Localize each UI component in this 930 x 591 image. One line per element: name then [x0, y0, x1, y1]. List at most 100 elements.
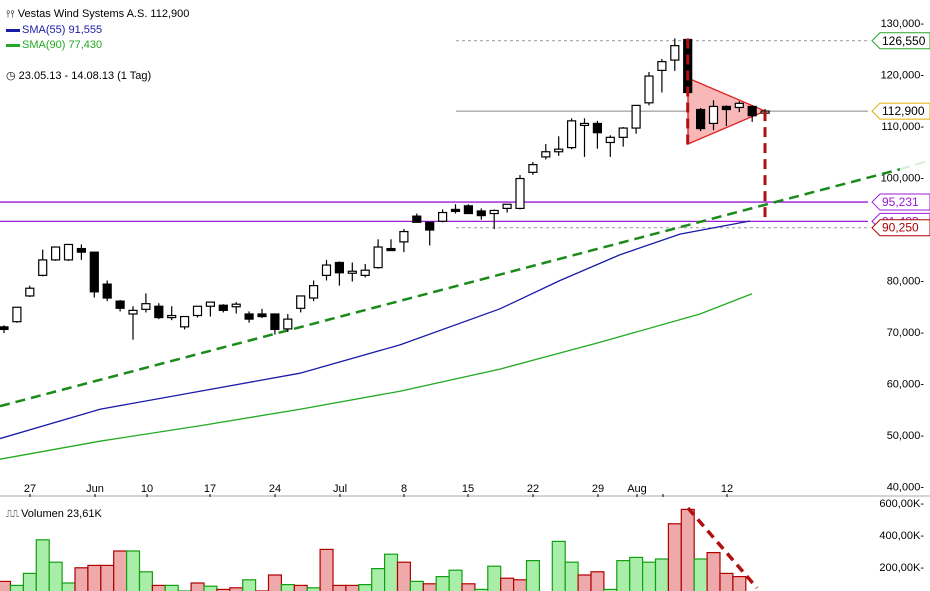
- price-tick-label: 120,000-: [881, 70, 925, 82]
- candlesticks: [0, 38, 770, 340]
- candle-body: [283, 318, 293, 330]
- volume-bar: [229, 587, 244, 591]
- volume-bar: [525, 559, 540, 591]
- volume-bar: [113, 550, 128, 591]
- sma55-swatch-icon: [6, 28, 20, 32]
- candle: [670, 38, 680, 71]
- volume-bar: [616, 559, 631, 591]
- price-tick-label: 60,000-: [887, 379, 925, 391]
- candle-body: [63, 243, 74, 261]
- candle-body: [502, 203, 512, 209]
- volume-tick-label: 400,00K-: [879, 530, 924, 542]
- volume-bar: [345, 584, 360, 591]
- candle-body: [463, 205, 473, 215]
- candle: [373, 239, 383, 269]
- candle-body: [309, 285, 319, 299]
- candle-body: [270, 313, 280, 331]
- volume-bar: [641, 561, 657, 591]
- candle: [244, 311, 254, 323]
- volume-bar: [203, 585, 218, 591]
- price-tick-label: 70,000-: [887, 327, 925, 339]
- date-tick-label: 24: [269, 483, 281, 495]
- candle-body: [721, 105, 732, 111]
- candle-body: [425, 221, 435, 231]
- candle: [399, 229, 409, 253]
- candle-body: [541, 151, 551, 158]
- price-tick-label: 110,000-: [881, 121, 924, 133]
- volume-bar: [564, 561, 579, 591]
- volume-bar: [384, 553, 399, 591]
- candle-body: [167, 314, 177, 319]
- date-range[interactable]: ◷ 23.05.13 - 14.08.13 (1 Tag): [6, 69, 151, 83]
- candle: [296, 295, 306, 313]
- volume-bar: [551, 540, 566, 591]
- candle: [502, 203, 512, 213]
- volume-bar: [48, 561, 63, 591]
- candle-body: [76, 247, 87, 253]
- volume-bar: [629, 556, 644, 591]
- date-tick-label: 15: [462, 483, 474, 495]
- candle-body: [566, 120, 577, 149]
- candle-body: [734, 102, 744, 109]
- price-tick-label: 80,000-: [887, 276, 925, 288]
- candle-body: [334, 261, 344, 274]
- volume-bar: [280, 583, 295, 591]
- candle-body: [386, 247, 396, 252]
- price-tag: 95,231: [871, 193, 930, 211]
- candle: [167, 306, 177, 321]
- date-tick-label: Jul: [333, 483, 347, 495]
- candle: [541, 144, 551, 160]
- candle-body: [528, 164, 538, 173]
- candle: [438, 209, 448, 223]
- legend-sma90[interactable]: SMA(90) 77,430: [6, 38, 102, 52]
- candle: [231, 302, 241, 314]
- volume-bar: [216, 588, 231, 591]
- sma-lines: [0, 220, 753, 460]
- candle: [128, 306, 138, 340]
- uptrend-dashed-line: [0, 168, 901, 408]
- candle-body: [450, 208, 461, 213]
- volume-title: ⎍⎍ Volumen 23,61K: [6, 507, 102, 522]
- date-tick-label: 22: [527, 483, 539, 495]
- candle-body: [554, 148, 564, 153]
- candle-body: [476, 210, 486, 217]
- candle-body: [321, 264, 332, 276]
- volume-bar: [164, 584, 179, 591]
- candle: [592, 120, 603, 149]
- volume-bar: [667, 523, 682, 591]
- chart-title: ⫯⫯ Vestas Wind Systems A.S. 112,900: [6, 7, 189, 22]
- trendline-dashed: [0, 159, 930, 408]
- candle: [309, 280, 319, 302]
- volume-bar: [448, 569, 463, 591]
- date-tick-label: Aug: [627, 483, 647, 495]
- candle-body: [592, 122, 603, 134]
- level-lines: [0, 40, 868, 229]
- candle-body: [670, 45, 680, 61]
- candle-body: [360, 269, 370, 276]
- price-tick-label: 100,000-: [881, 173, 925, 185]
- candle: [12, 306, 22, 323]
- volume-bar: [435, 575, 450, 591]
- candle: [618, 127, 628, 147]
- candle-body: [205, 301, 215, 307]
- candle-body: [347, 270, 357, 274]
- volume-bar: [267, 574, 282, 591]
- date-tick-label: 17: [204, 483, 216, 495]
- candle-body: [12, 306, 22, 323]
- sma90-label: SMA(90) 77,430: [22, 39, 103, 51]
- candle-body: [631, 104, 641, 129]
- candle: [192, 305, 203, 318]
- candle-body: [25, 287, 35, 297]
- candle-body: [231, 303, 241, 308]
- candle: [321, 259, 332, 281]
- volume-bar: [500, 577, 515, 591]
- price-tag: 112,900: [871, 102, 930, 120]
- price-tag: 126,550: [871, 32, 930, 50]
- legend-sma55[interactable]: SMA(55) 91,555: [6, 23, 102, 37]
- volume-bar: [74, 567, 89, 591]
- price-tick-label: 130,000-: [881, 18, 925, 30]
- volume-bar: [293, 584, 308, 591]
- candle: [708, 100, 719, 131]
